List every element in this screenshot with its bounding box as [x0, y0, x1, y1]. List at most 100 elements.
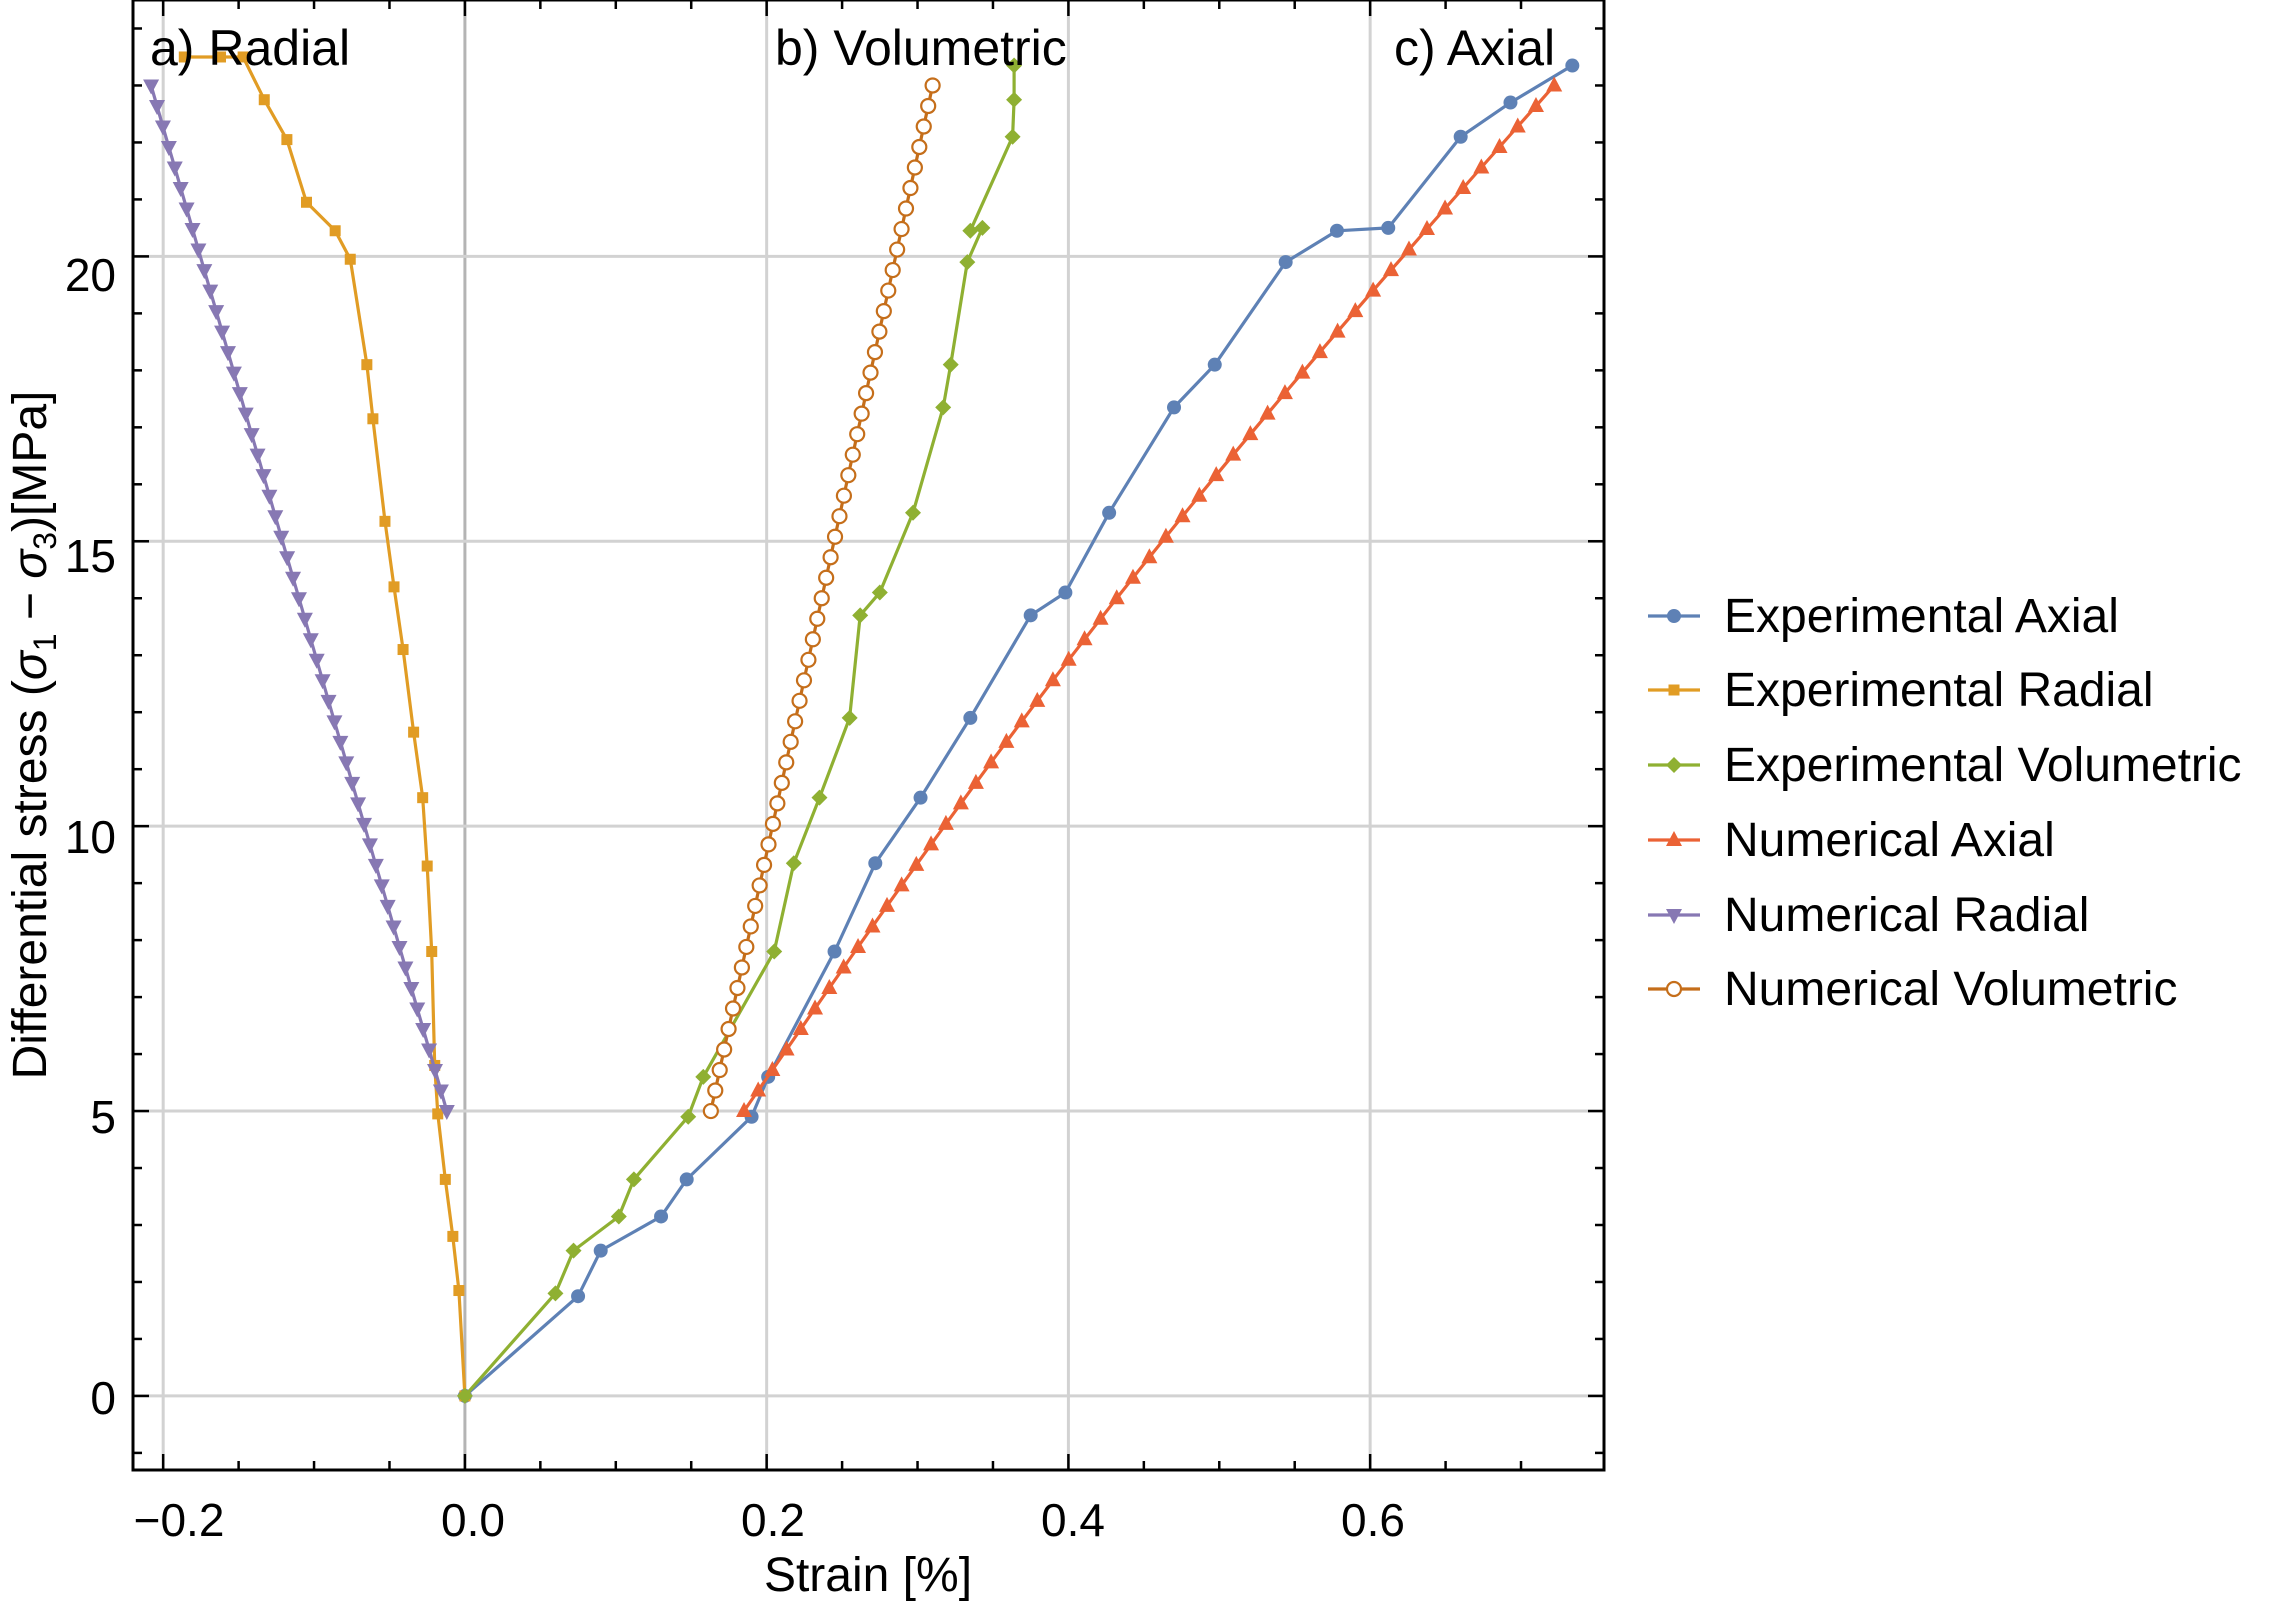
data-point: [379, 515, 391, 527]
legend-item: Numerical Volumetric: [1648, 963, 2177, 1016]
data-point: [408, 726, 420, 738]
data-point: [338, 756, 355, 772]
data-point: [166, 161, 183, 177]
data-point: [421, 860, 433, 872]
data-point: [1527, 96, 1544, 112]
data-point: [397, 961, 414, 977]
series-line: [742, 84, 1556, 1112]
x-tick-label: 0.6: [1341, 1494, 1405, 1546]
data-point: [935, 399, 952, 416]
data-point: [764, 1061, 781, 1077]
data-point: [1076, 630, 1093, 646]
legend-item: Numerical Radial: [1648, 889, 2089, 942]
data-point: [1365, 281, 1382, 297]
data-point: [852, 607, 869, 624]
data-point: [1207, 357, 1222, 372]
data-point: [1006, 91, 1023, 108]
data-point: [841, 709, 858, 726]
data-point: [724, 1000, 742, 1017]
data-point: [738, 938, 755, 956]
data-point: [707, 1082, 724, 1099]
data-point: [792, 1020, 809, 1035]
data-point: [983, 753, 1000, 769]
legend-swatch: [1648, 757, 1700, 773]
data-point: [1044, 671, 1061, 687]
legend: Experimental Axial Experimental Radial E…: [1648, 590, 2242, 1016]
data-point: [417, 792, 429, 804]
data-point: [243, 428, 260, 444]
data-point: [871, 323, 888, 340]
x-tick-label: 0.4: [1041, 1494, 1105, 1546]
data-point: [857, 385, 875, 402]
data-point: [1225, 445, 1242, 461]
data-point: [716, 1041, 733, 1058]
data-point: [403, 981, 420, 997]
data-point: [913, 790, 928, 805]
data-point: [920, 97, 937, 115]
data-point: [1383, 261, 1400, 277]
data-point: [729, 979, 746, 997]
data-point: [258, 94, 270, 106]
data-point: [1276, 384, 1293, 400]
data-point: [864, 917, 881, 933]
series-numerical-volumetric: [702, 77, 941, 1120]
data-point: [1058, 585, 1073, 600]
legend-swatch: [1648, 831, 1700, 846]
data-point: [267, 510, 284, 526]
data-point: [190, 243, 207, 259]
data-point: [1565, 58, 1580, 73]
data-point: [1294, 363, 1311, 379]
data-point: [736, 1102, 753, 1118]
data-point: [332, 735, 349, 751]
data-point: [880, 282, 897, 299]
data-point: [1278, 255, 1293, 270]
data-point: [281, 134, 293, 146]
data-point: [320, 694, 337, 710]
data-point: [766, 943, 783, 960]
data-point: [821, 978, 838, 994]
data-point: [367, 858, 384, 874]
data-point: [787, 713, 804, 730]
data-point: [1157, 527, 1174, 543]
data-point: [1191, 486, 1208, 502]
data-point: [853, 405, 870, 422]
data-point: [1453, 129, 1468, 144]
data-point: [974, 219, 991, 236]
data-point: [261, 489, 278, 505]
data-point: [695, 1068, 712, 1085]
data-point: [742, 918, 759, 935]
y-tick-label: 5: [90, 1091, 116, 1143]
y-title-part: −: [4, 579, 57, 634]
data-point: [1329, 322, 1346, 338]
y-title-sigma: σ: [4, 548, 57, 579]
data-point: [809, 610, 826, 627]
data-point: [750, 1081, 767, 1097]
legend-item: Experimental Radial: [1648, 664, 2154, 717]
data-point: [795, 672, 813, 689]
grid-lines: [133, 0, 1604, 1470]
x-tick-label: 0.2: [741, 1494, 805, 1546]
data-point: [219, 346, 236, 362]
data-point: [1381, 220, 1396, 235]
data-point: [379, 899, 396, 915]
data-point: [571, 1289, 586, 1304]
plot-frame: [131, 0, 1606, 1472]
data-point: [1473, 158, 1490, 174]
data-point: [905, 504, 922, 521]
data-point: [967, 773, 984, 789]
x-tick-label: −0.2: [134, 1494, 225, 1546]
data-point: [1174, 507, 1191, 523]
x-tick-label: 0.0: [441, 1494, 505, 1546]
legend-label: Numerical Radial: [1724, 889, 2089, 942]
data-point: [154, 120, 171, 136]
data-point: [1060, 650, 1077, 666]
annotation-axial: c) Axial: [1394, 20, 1555, 76]
data-point: [902, 179, 919, 197]
data-point: [889, 241, 906, 258]
series-line: [463, 65, 1016, 1397]
data-point: [447, 1230, 459, 1242]
data-point: [388, 581, 400, 593]
data-point: [1503, 95, 1518, 110]
data-point: [778, 1040, 795, 1056]
data-point: [764, 815, 782, 832]
